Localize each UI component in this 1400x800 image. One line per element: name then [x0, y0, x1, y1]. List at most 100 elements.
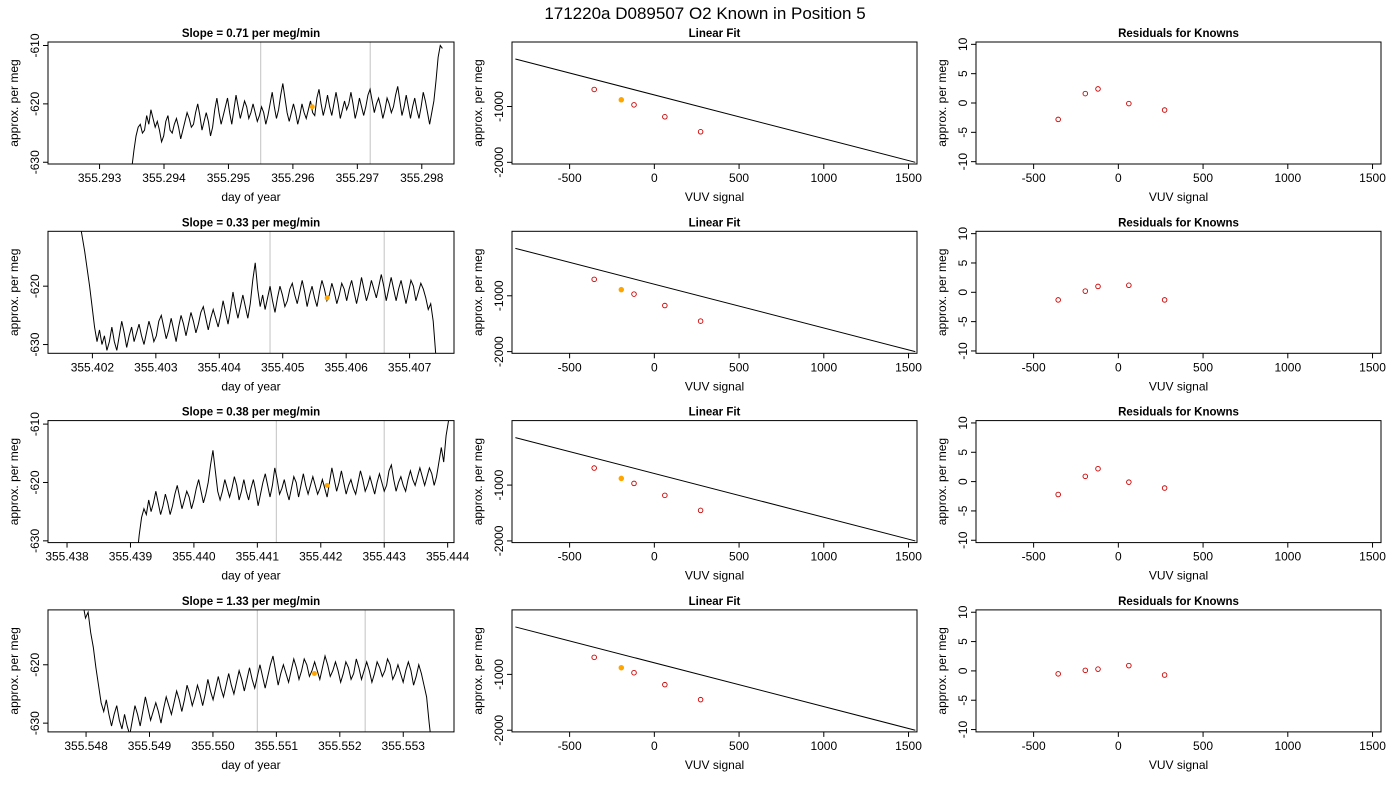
y-tick-label: 10 — [956, 37, 970, 51]
y-tick-label: 0 — [956, 478, 970, 485]
x-tick-label: 355.407 — [388, 360, 432, 374]
plot-area — [137, 420, 450, 543]
x-tick-label: 1000 — [1274, 739, 1301, 753]
y-axis-label: approx. per meg — [7, 438, 21, 525]
highlight-point — [324, 295, 330, 301]
plot-frame — [47, 41, 455, 165]
highlight-point — [618, 475, 625, 482]
x-tick-label: 355.440 — [172, 550, 216, 564]
plot-area — [515, 437, 916, 542]
x-tick-label: 500 — [1193, 550, 1213, 564]
x-tick-label: 1500 — [895, 739, 922, 753]
x-tick-label: 1500 — [895, 550, 922, 564]
panel-title: Slope = 1.33 per meg/min — [182, 596, 320, 608]
panel-title: Linear Fit — [689, 28, 741, 40]
x-axis-label: VUV signal — [1149, 379, 1208, 393]
x-tick-label: 0 — [1115, 360, 1122, 374]
x-tick-label: 1000 — [1274, 360, 1301, 374]
signal-line — [131, 44, 443, 164]
x-tick-label: 500 — [729, 360, 749, 374]
plot-frame — [47, 420, 455, 544]
x-tick-label: 0 — [651, 550, 658, 564]
plot-area — [83, 609, 431, 732]
x-tick-label: 355.404 — [198, 360, 242, 374]
panel-title: Slope = 0.71 per meg/min — [182, 28, 320, 40]
x-tick-label: 355.438 — [45, 550, 89, 564]
plot-frame — [511, 609, 918, 733]
data-point — [1126, 282, 1132, 289]
x-tick-label: 355.293 — [78, 171, 122, 185]
x-tick-label: 355.553 — [382, 739, 426, 753]
data-point — [1161, 107, 1168, 113]
data-point — [1055, 297, 1061, 303]
y-tick-label: -1000 — [492, 469, 506, 500]
y-axis-label: approx. per meg — [471, 627, 485, 714]
x-tick-label: 1000 — [810, 550, 837, 564]
x-tick-label: 1500 — [1359, 171, 1386, 185]
panel-residuals-row-4: -500 0 500 1000 1500 -10 -5 0 5 10 Residuals for K… — [935, 596, 1386, 772]
x-tick-label: 355.441 — [236, 550, 280, 564]
x-tick-label: -500 — [558, 739, 582, 753]
data-point — [591, 86, 597, 93]
data-point — [1095, 666, 1101, 672]
data-point — [1095, 465, 1101, 472]
panel-title: Linear Fit — [689, 217, 741, 229]
panel-timeseries-row-3: 355.438 355.439 355.440 355.441 355.442 355.4… — [7, 407, 470, 583]
y-tick-label: -620 — [28, 470, 42, 494]
plot-frame — [511, 41, 918, 165]
x-axis-label: day of year — [221, 190, 280, 204]
x-tick-label: 355.297 — [336, 171, 380, 185]
x-tick-label: -500 — [1022, 550, 1046, 564]
y-tick-label: -630 — [28, 150, 42, 174]
y-tick-label: 5 — [956, 70, 970, 77]
y-axis-label: approx. per meg — [935, 59, 949, 146]
x-tick-label: -500 — [1022, 739, 1046, 753]
plot-frame — [47, 230, 455, 354]
y-tick-label: -1000 — [492, 91, 506, 122]
y-tick-label: 10 — [956, 605, 970, 619]
data-point — [591, 276, 597, 283]
x-tick-label: 355.548 — [64, 739, 108, 753]
x-tick-label: 1000 — [1274, 550, 1301, 564]
x-tick-label: 500 — [1193, 739, 1213, 753]
x-tick-label: 500 — [729, 550, 749, 564]
y-tick-label: -2000 — [492, 147, 506, 178]
x-axis-label: day of year — [221, 758, 280, 772]
x-tick-label: 1000 — [810, 739, 837, 753]
x-tick-label: 1000 — [1274, 171, 1301, 185]
x-axis-label: VUV signal — [685, 569, 744, 583]
panel-residuals-row-1: -500 0 500 1000 1500 -10 -5 0 5 10 Residuals for K… — [935, 28, 1386, 204]
panel-timeseries-row-4: 355.548 355.549 355.550 355.551 355.552 355.5… — [7, 596, 455, 772]
plot-frame — [511, 420, 918, 544]
plot-area — [515, 58, 916, 163]
plot-frame — [511, 230, 918, 354]
x-tick-label: -500 — [1022, 360, 1046, 374]
data-point — [1126, 662, 1132, 669]
x-tick-label: 355.444 — [426, 550, 470, 564]
data-point — [1095, 86, 1101, 92]
x-axis-label: VUV signal — [1149, 190, 1208, 204]
signal-line — [83, 609, 431, 732]
y-tick-label: -620 — [28, 92, 42, 116]
x-tick-label: 355.552 — [318, 739, 362, 753]
highlight-point — [618, 664, 625, 671]
data-point — [1055, 491, 1061, 498]
plot-frame — [47, 609, 455, 733]
signal-line — [80, 231, 437, 354]
data-point — [631, 480, 637, 487]
y-tick-label: -5 — [956, 505, 970, 516]
panel-timeseries-row-2: 355.402 355.403 355.404 355.405 355.406 355.4… — [7, 217, 455, 393]
y-axis-label: approx. per meg — [471, 249, 485, 336]
data-point — [631, 669, 637, 676]
x-tick-label: 355.443 — [363, 550, 407, 564]
x-tick-label: 355.405 — [261, 360, 305, 374]
highlight-point — [618, 97, 625, 103]
x-axis-label: VUV signal — [1149, 569, 1208, 583]
x-tick-label: 355.439 — [109, 550, 153, 564]
x-tick-label: 355.551 — [255, 739, 299, 753]
panel-linear-fit-row-4: -500 0 500 1000 1500 -2000 -1000 Linear Fit VUV … — [471, 596, 922, 772]
highlight-point — [324, 482, 330, 488]
data-point — [1082, 473, 1089, 480]
fit-line — [515, 247, 916, 353]
x-tick-label: 355.296 — [271, 171, 315, 185]
